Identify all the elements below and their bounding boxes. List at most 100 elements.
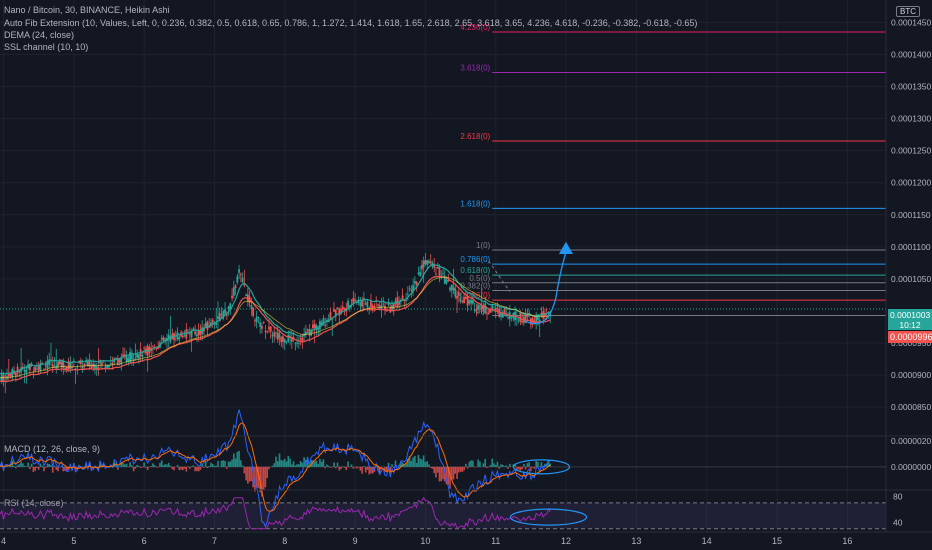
- candle-body: [510, 315, 513, 318]
- candle-body: [421, 265, 423, 270]
- candle-body: [273, 332, 276, 337]
- candle-body: [178, 337, 181, 340]
- candle-body: [268, 326, 270, 330]
- candle-body: [246, 294, 249, 302]
- candle-body: [517, 319, 520, 321]
- candle-body: [181, 335, 184, 338]
- candle-body: [239, 274, 242, 275]
- candle-body: [294, 343, 297, 345]
- candle-body: [155, 348, 158, 350]
- y-tick-label: 0.0001100: [891, 242, 931, 252]
- x-tick-label: 10: [420, 536, 430, 546]
- dema-legend[interactable]: DEMA (24, close): [4, 30, 75, 40]
- candle-body: [429, 261, 432, 264]
- y-tick-label: 0.0001150: [891, 210, 931, 220]
- rsi-y-tick-label: 80: [893, 491, 903, 501]
- candle-body: [366, 301, 369, 308]
- candle-body: [143, 347, 146, 349]
- candle-body: [51, 364, 54, 368]
- candle-body: [280, 337, 283, 343]
- candle-body: [9, 373, 12, 376]
- candle-body: [515, 318, 518, 320]
- macd-signal-line: [0, 422, 551, 512]
- candle-body: [436, 267, 439, 269]
- candle-body: [384, 305, 386, 310]
- candle-body: [464, 296, 467, 299]
- candle-body: [130, 354, 133, 360]
- candle-body: [343, 307, 346, 310]
- candle-body: [306, 329, 309, 331]
- candle-body: [141, 354, 144, 357]
- ssl-legend[interactable]: SSL channel (10, 10): [4, 42, 89, 52]
- candle-body: [491, 305, 494, 311]
- candle-body: [406, 293, 409, 295]
- candle-body: [457, 291, 460, 297]
- candle-body: [503, 308, 506, 315]
- candle-body: [74, 368, 77, 370]
- candle-body: [417, 272, 420, 275]
- macd-pane: [0, 409, 886, 529]
- candle-body: [354, 299, 357, 302]
- candle-body: [206, 321, 209, 330]
- candle-body: [78, 362, 81, 364]
- fib-level-label: 2.618(0): [460, 132, 490, 141]
- candle-body: [65, 366, 68, 370]
- x-tick-label: 7: [212, 536, 217, 546]
- candle-body: [224, 309, 226, 314]
- candle-body: [352, 298, 355, 304]
- candle-body: [424, 259, 427, 264]
- candle-body: [11, 369, 14, 378]
- candle-body: [324, 325, 327, 327]
- macd-annotation-ellipse: [512, 459, 571, 475]
- rsi-y-tick-label: 40: [893, 517, 903, 527]
- fib-level-label: 1(0): [476, 241, 491, 250]
- candle-body: [524, 314, 527, 323]
- candle-body: [176, 332, 179, 340]
- candle-body: [58, 359, 61, 365]
- macd-y-tick-label: 0.0000000: [891, 462, 931, 472]
- x-tick-label: 4: [1, 536, 6, 546]
- candle-body: [136, 354, 139, 358]
- candle-body: [116, 358, 119, 366]
- candle-body: [183, 335, 186, 337]
- candle-body: [97, 367, 100, 370]
- candle-body: [108, 365, 110, 368]
- macd-legend[interactable]: MACD (12, 26, close, 9): [4, 444, 101, 454]
- candle-body: [498, 309, 501, 317]
- candle-body: [241, 277, 244, 283]
- fib-legend[interactable]: Auto Fib Extension (10, Values, Left, 0,…: [4, 18, 698, 28]
- candle-body: [71, 366, 73, 369]
- candle-body: [236, 276, 239, 283]
- candle-body: [466, 296, 469, 306]
- candle-body: [148, 346, 151, 353]
- secondary-price-badge: 0.0000996: [888, 331, 932, 343]
- dema-line: [0, 276, 551, 379]
- current-price: 0.0001003: [890, 310, 931, 320]
- fib-level-label: 0.236(0): [460, 291, 490, 300]
- candle-body: [535, 315, 538, 322]
- candle-body: [382, 303, 385, 305]
- candle-body: [350, 299, 353, 301]
- candle-body: [454, 288, 457, 297]
- candle-body: [459, 298, 462, 302]
- candle-body: [211, 319, 214, 323]
- candle-body: [231, 295, 233, 299]
- candle-body: [299, 338, 302, 340]
- candle-body: [304, 331, 307, 335]
- candle-body: [408, 288, 411, 290]
- candle-body: [445, 279, 448, 284]
- candle-body: [194, 331, 197, 335]
- x-tick-label: 12: [561, 536, 571, 546]
- rsi-legend[interactable]: RSI (14, close): [4, 498, 64, 508]
- candle-body: [359, 302, 362, 307]
- candle-body: [329, 311, 332, 321]
- y-tick-label: 0.0001250: [891, 146, 931, 156]
- symbol-legend[interactable]: Nano / Bitcoin, 30, BINANCE, Heikin Ashi: [4, 5, 170, 15]
- candle-body: [301, 337, 304, 342]
- x-tick-label: 16: [842, 536, 852, 546]
- candle-body: [88, 359, 91, 367]
- candle-body: [475, 310, 478, 312]
- currency-tag[interactable]: BTC: [896, 6, 920, 17]
